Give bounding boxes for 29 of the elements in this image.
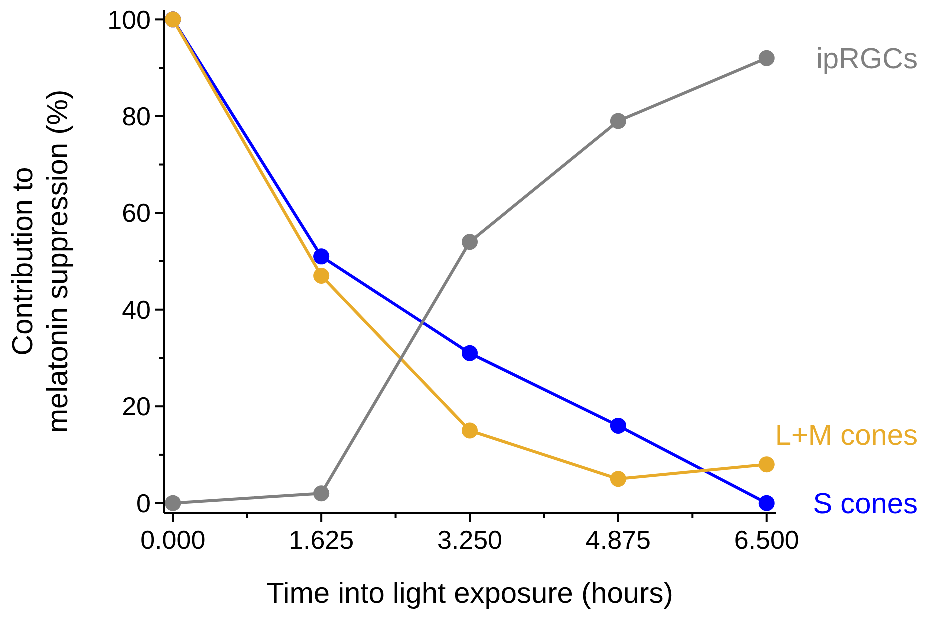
y-axis-title: Contribution to melatonin suppression (%) <box>8 90 74 434</box>
point <box>314 268 330 284</box>
y-tick-label: 80 <box>122 102 151 132</box>
y-tick-label: 100 <box>108 4 151 35</box>
series-label: L+M cones <box>775 420 918 452</box>
point <box>758 50 775 66</box>
x-axis-title: Time into light exposure (hours) <box>266 578 674 610</box>
point <box>758 456 775 473</box>
point <box>758 495 775 512</box>
point <box>462 345 478 362</box>
x-tick-label: 3.250 <box>437 525 503 555</box>
y-tick-label: 60 <box>122 198 151 228</box>
point <box>610 113 626 130</box>
point <box>314 486 330 502</box>
y-tick-label: 20 <box>122 392 151 422</box>
x-tick-label: 0.000 <box>140 525 206 555</box>
point <box>462 422 478 439</box>
point <box>165 495 182 512</box>
point <box>610 471 626 488</box>
series-label: S cones <box>813 488 918 520</box>
x-tick-label: 6.500 <box>734 525 800 555</box>
y-tick-label: 0 <box>136 488 151 518</box>
x-tick-label: 1.625 <box>289 525 354 555</box>
point <box>462 234 478 250</box>
x-tick-label: 4.875 <box>586 525 651 555</box>
point <box>314 248 330 265</box>
series-label: ipRGCs <box>816 44 918 76</box>
y-tick-label: 40 <box>122 294 151 325</box>
point <box>610 418 626 434</box>
